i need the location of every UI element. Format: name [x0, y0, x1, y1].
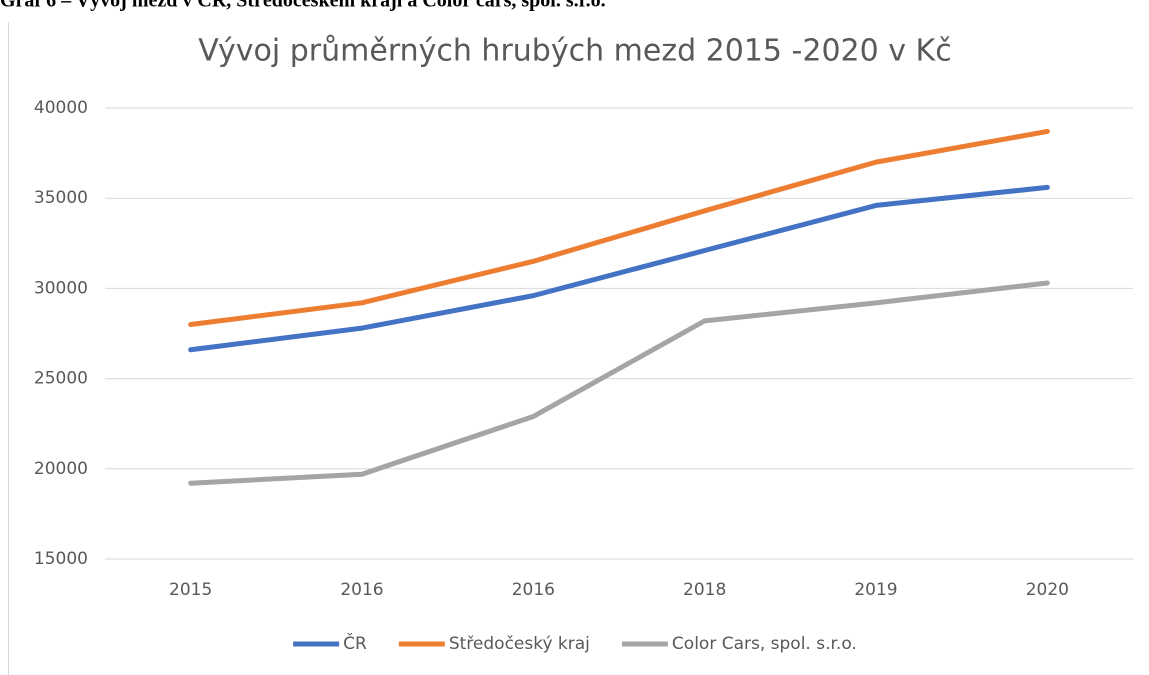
legend-label: Středočeský kraj: [449, 634, 590, 654]
line-series: [188, 128, 1050, 327]
line-series: [188, 280, 1050, 486]
x-tick-label: 2020: [1026, 580, 1069, 600]
x-tick-label: 2018: [683, 580, 726, 600]
y-tick-label: 35000: [34, 188, 88, 208]
y-tick-label: 40000: [34, 98, 88, 118]
y-tick-label: 25000: [34, 369, 88, 389]
chart-title: Vývoj průměrných hrubých mezd 2015 -2020…: [198, 34, 951, 69]
y-tick-label: 20000: [34, 459, 88, 479]
legend-label: ČR: [343, 632, 367, 654]
caption: Graf 6 – Vývoj mezd v ČR, Středočeském k…: [0, 0, 606, 12]
x-tick-label: 2015: [169, 580, 212, 600]
x-tick-label: 2016: [512, 580, 555, 600]
line-series: [188, 184, 1050, 353]
legend-label: Color Cars, spol. s.r.o.: [672, 634, 857, 654]
y-tick-label: 15000: [34, 549, 88, 569]
x-tick-label: 2019: [854, 580, 897, 600]
y-tick-label: 30000: [34, 278, 88, 298]
x-tick-label: 2016: [340, 580, 383, 600]
